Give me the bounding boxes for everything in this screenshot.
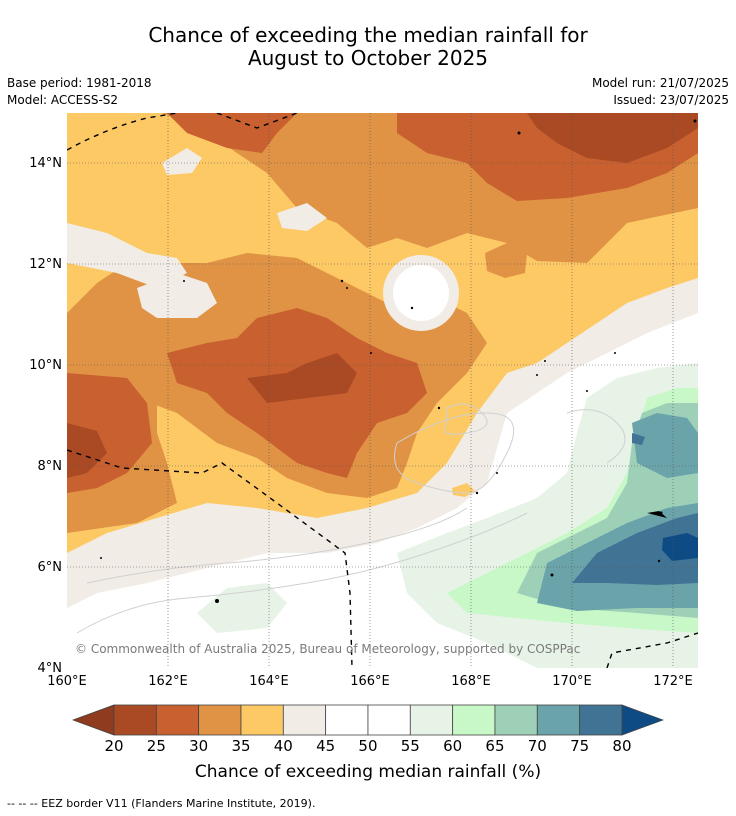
zone-20-25-north <box>527 113 698 163</box>
lat-tick-10n: 10°N <box>29 358 62 373</box>
colorbar-cell-55-60 <box>409 704 454 736</box>
zone-35-40-small <box>452 483 475 497</box>
eez-border <box>67 113 698 668</box>
lon-tick-166e: 166°E <box>350 674 390 689</box>
zone-40-45-north-island <box>162 148 202 175</box>
colorbar-cell-35-40 <box>240 704 284 736</box>
lat-tick-6n: 6°N <box>37 560 63 575</box>
colorbar-label-60: 60 <box>443 737 463 755</box>
zone-30-35-east-blob <box>485 243 527 278</box>
zone-20-25-west <box>67 423 107 478</box>
model-run-label: Model run: 21/07/2025 <box>591 76 729 90</box>
colorbar-high-extension <box>621 704 664 736</box>
colorbar-label-65: 65 <box>485 737 505 755</box>
colorbar <box>72 704 664 736</box>
contour-lines <box>76 403 626 634</box>
zone-40-45-central-north <box>277 203 327 231</box>
colorbar-cell-75-80 <box>579 704 623 736</box>
colorbar-cell-25-30 <box>155 704 200 736</box>
colorbar-cell-60-65 <box>452 704 496 736</box>
colorbar-label-35: 35 <box>231 737 251 755</box>
lon-tick-164e: 164°E <box>249 674 289 689</box>
zone-75-80-ne-patch <box>632 433 645 445</box>
colorbar-label-55: 55 <box>400 737 420 755</box>
colorbar-label-50: 50 <box>358 737 378 755</box>
colorbar-cells <box>72 704 664 736</box>
map-title-line2: August to October 2025 <box>247 46 489 70</box>
lon-tick-162e: 162°E <box>148 674 188 689</box>
islands <box>100 119 697 603</box>
zone-80-plus-east <box>662 533 698 561</box>
rainfall-map-svg <box>67 113 698 668</box>
base-period-label: Base period: 1981-2018 <box>7 76 152 90</box>
colorbar-title: Chance of exceeding median rainfall (%) <box>194 762 542 782</box>
lon-tick-160e: 160°E <box>47 674 87 689</box>
colorbar-cell-50-55 <box>367 704 411 736</box>
colorbar-label-25: 25 <box>146 737 166 755</box>
colorbar-label-70: 70 <box>527 737 547 755</box>
colorbar-label-45: 45 <box>316 737 336 755</box>
issued-label: Issued: 23/07/2025 <box>613 93 729 107</box>
colorbar-label-20: 20 <box>104 737 124 755</box>
colorbar-label-30: 30 <box>189 737 209 755</box>
colorbar-label-75: 75 <box>570 737 590 755</box>
colorbar-cell-45-50 <box>325 704 369 736</box>
colorbar-cell-30-35 <box>198 704 242 736</box>
lon-tick-168e: 168°E <box>451 674 491 689</box>
lon-tick-172e: 172°E <box>653 674 693 689</box>
eez-footnote: -- -- -- EEZ border V11 (Flanders Marine… <box>7 797 316 810</box>
colorbar-label-80: 80 <box>612 737 632 755</box>
colorbar-cell-70-75 <box>536 704 581 736</box>
map-title-line1: Chance of exceeding the median rainfall … <box>148 23 588 47</box>
gridlines <box>67 113 698 668</box>
zone-75-80-east <box>572 513 698 585</box>
zone-20-25-central <box>247 353 357 403</box>
zone-40-45-west <box>67 223 187 288</box>
lat-tick-8n: 8°N <box>37 459 63 474</box>
zone-45-50-island <box>393 265 449 321</box>
colorbar-cell-20-25 <box>113 704 157 736</box>
model-label: Model: ACCESS-S2 <box>7 93 119 107</box>
colorbar-cell-65-70 <box>494 704 538 736</box>
colorbar-low-extension <box>72 704 115 736</box>
zone-40-45-nw-patch <box>137 273 217 318</box>
lon-tick-170e: 170°E <box>552 674 592 689</box>
lat-tick-12n: 12°N <box>29 257 62 272</box>
zone-70-75-northeast <box>632 413 698 478</box>
lat-tick-4n: 4°N <box>37 661 63 676</box>
lat-tick-14n: 14°N <box>29 156 62 171</box>
colorbar-label-40: 40 <box>273 737 293 755</box>
copyright-credit: © Commonwealth of Australia 2025, Bureau… <box>75 642 581 656</box>
rainfall-map <box>67 113 698 668</box>
zone-55-60-west <box>197 583 287 633</box>
colorbar-cell-40-45 <box>282 704 327 736</box>
zone-25-30-nw <box>167 113 297 153</box>
